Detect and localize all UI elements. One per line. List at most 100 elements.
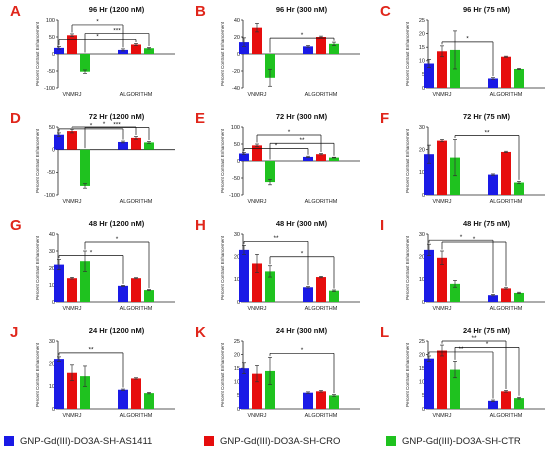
panel-letter: D — [10, 110, 21, 127]
bar-cro-algorithm — [131, 44, 141, 54]
bar-ctr-vnmrj — [265, 271, 275, 302]
y-axis-label: Percent Contrast Enhancement — [405, 342, 410, 407]
bar-as1411-vnmrj — [239, 153, 249, 161]
bar-as1411-vnmrj — [54, 47, 64, 54]
y-tick-label: 20 — [419, 147, 425, 153]
significance-label: * — [116, 236, 119, 243]
bar-as1411-vnmrj — [54, 134, 64, 150]
panel-f: F 72 Hr (75 nM) Percent Contrast Enhanceme… — [380, 110, 545, 205]
y-tick-label: 5 — [422, 393, 425, 399]
bar-ctr-algorithm — [514, 68, 524, 88]
panel-letter: L — [380, 324, 389, 341]
y-tick-label: 5 — [237, 393, 240, 399]
legend-item-as1411: GNP-Gd(III)-DO3A-SH-AS1411 — [4, 431, 152, 451]
y-tick-label: 25 — [419, 18, 425, 24]
legend-swatch-as1411 — [4, 436, 14, 446]
panel-title: 24 Hr (300 nM) — [276, 326, 328, 335]
bar-as1411-algorithm — [303, 46, 313, 54]
bar-ctr-vnmrj — [450, 369, 460, 409]
legend: GNP-Gd(III)-DO3A-SH-AS1411 GNP-Gd(III)-D… — [0, 431, 550, 451]
y-axis-label: Percent Contrast Enhancement — [35, 235, 40, 300]
panel-d: D 72 Hr (1200 nM) Percent Contrast Enhance… — [10, 110, 175, 205]
y-tick-label: 50 — [234, 142, 240, 148]
x-tick-label: VNMRJ — [63, 306, 82, 312]
bar-as1411-vnmrj — [424, 249, 434, 302]
y-tick-label: 15 — [234, 366, 240, 372]
y-tick-label: 20 — [234, 35, 240, 41]
bar-as1411-vnmrj — [424, 63, 434, 88]
legend-item-ctr: GNP-Gd(III)-DO3A-SH-CTR — [386, 431, 521, 451]
legend-label-ctr: GNP-Gd(III)-DO3A-SH-CTR — [402, 435, 521, 447]
bar-as1411-algorithm — [118, 49, 128, 54]
significance-label: * — [473, 236, 476, 243]
significance-label: * — [460, 234, 463, 241]
panel-title: 48 Hr (75 nM) — [463, 219, 511, 228]
y-tick-label: -50 — [47, 69, 55, 75]
bar-as1411-algorithm — [118, 389, 128, 409]
x-tick-label: VNMRJ — [248, 306, 267, 312]
bar-as1411-vnmrj — [424, 154, 434, 195]
bar-ctr-vnmrj — [80, 376, 90, 409]
y-tick-label: -50 — [47, 170, 55, 176]
significance-label: ** — [471, 335, 477, 342]
bar-ctr-vnmrj — [450, 157, 460, 195]
panel-title: 72 Hr (75 nM) — [463, 112, 511, 121]
y-tick-label: 20 — [234, 352, 240, 358]
bar-as1411-vnmrj — [424, 358, 434, 409]
panel-e: E 72 Hr (300 nM) Percent Contrast Enhancem… — [195, 110, 360, 205]
y-tick-label: 30 — [419, 232, 425, 238]
significance-label: * — [301, 32, 304, 39]
y-tick-label: 10 — [419, 277, 425, 283]
panel-title: 96 Hr (75 nM) — [463, 5, 511, 14]
panel-g: G 48 Hr (1200 nM) Percent Contrast Enhance… — [10, 217, 175, 312]
y-axis-label: Percent Contrast Enhancement — [405, 235, 410, 300]
y-axis-label: Percent Contrast Enhancement — [35, 21, 40, 86]
panel-letter: J — [10, 324, 18, 341]
x-tick-label: ALGORITHM — [305, 92, 338, 98]
bar-as1411-algorithm — [118, 141, 128, 150]
y-tick-label: 20 — [49, 266, 55, 272]
panel-title: 48 Hr (300 nM) — [276, 219, 328, 228]
y-tick-label: 20 — [419, 31, 425, 37]
bar-cro-vnmrj — [67, 372, 77, 409]
significance-label: ** — [299, 137, 305, 144]
x-tick-label: ALGORITHM — [305, 413, 338, 419]
bar-cro-algorithm — [131, 378, 141, 409]
bar-ctr-algorithm — [514, 292, 524, 302]
y-tick-label: 100 — [231, 125, 240, 131]
panel-c: C 96 Hr (75 nM) Percent Contrast Enhanceme… — [380, 3, 545, 98]
panel-b: B 96 Hr (300 nM) Percent Contrast Enhancem… — [195, 3, 360, 98]
x-tick-label: VNMRJ — [63, 413, 82, 419]
significance-label: ** — [88, 347, 94, 354]
significance-label: *** — [113, 27, 121, 34]
y-tick-label: 100 — [46, 18, 55, 24]
panel-h: H 48 Hr (300 nM) Percent Contrast Enhancem… — [195, 217, 360, 312]
x-tick-label: ALGORITHM — [490, 413, 523, 419]
panel-letter: A — [10, 3, 21, 20]
panel-i: I 48 Hr (75 nM) Percent Contrast Enhanceme… — [380, 217, 545, 312]
bar-ctr-algorithm — [329, 395, 339, 409]
panel-a: A 96 Hr (1200 nM) Percent Contrast Enhance… — [10, 3, 175, 98]
y-tick-label: 30 — [234, 232, 240, 238]
bar-cro-vnmrj — [437, 51, 447, 88]
bar-as1411-algorithm — [303, 156, 313, 161]
x-tick-label: VNMRJ — [248, 413, 267, 419]
legend-swatch-cro — [204, 436, 214, 446]
bar-cro-algorithm — [316, 154, 326, 161]
y-tick-label: 10 — [234, 277, 240, 283]
bar-cro-algorithm — [501, 391, 511, 409]
y-axis-label: Percent Contrast Enhancement — [405, 128, 410, 193]
y-tick-label: 0 — [52, 300, 55, 306]
bar-ctr-vnmrj — [80, 54, 90, 72]
y-tick-label: 20 — [419, 254, 425, 260]
significance-label: * — [96, 33, 99, 40]
significance-label: ** — [458, 346, 464, 353]
y-tick-label: 0 — [237, 407, 240, 413]
y-tick-label: 40 — [234, 18, 240, 24]
y-tick-label: 0 — [52, 147, 55, 153]
bar-cro-algorithm — [501, 288, 511, 302]
y-tick-label: 10 — [419, 380, 425, 386]
x-tick-label: VNMRJ — [433, 92, 452, 98]
y-tick-label: -50 — [232, 176, 240, 182]
